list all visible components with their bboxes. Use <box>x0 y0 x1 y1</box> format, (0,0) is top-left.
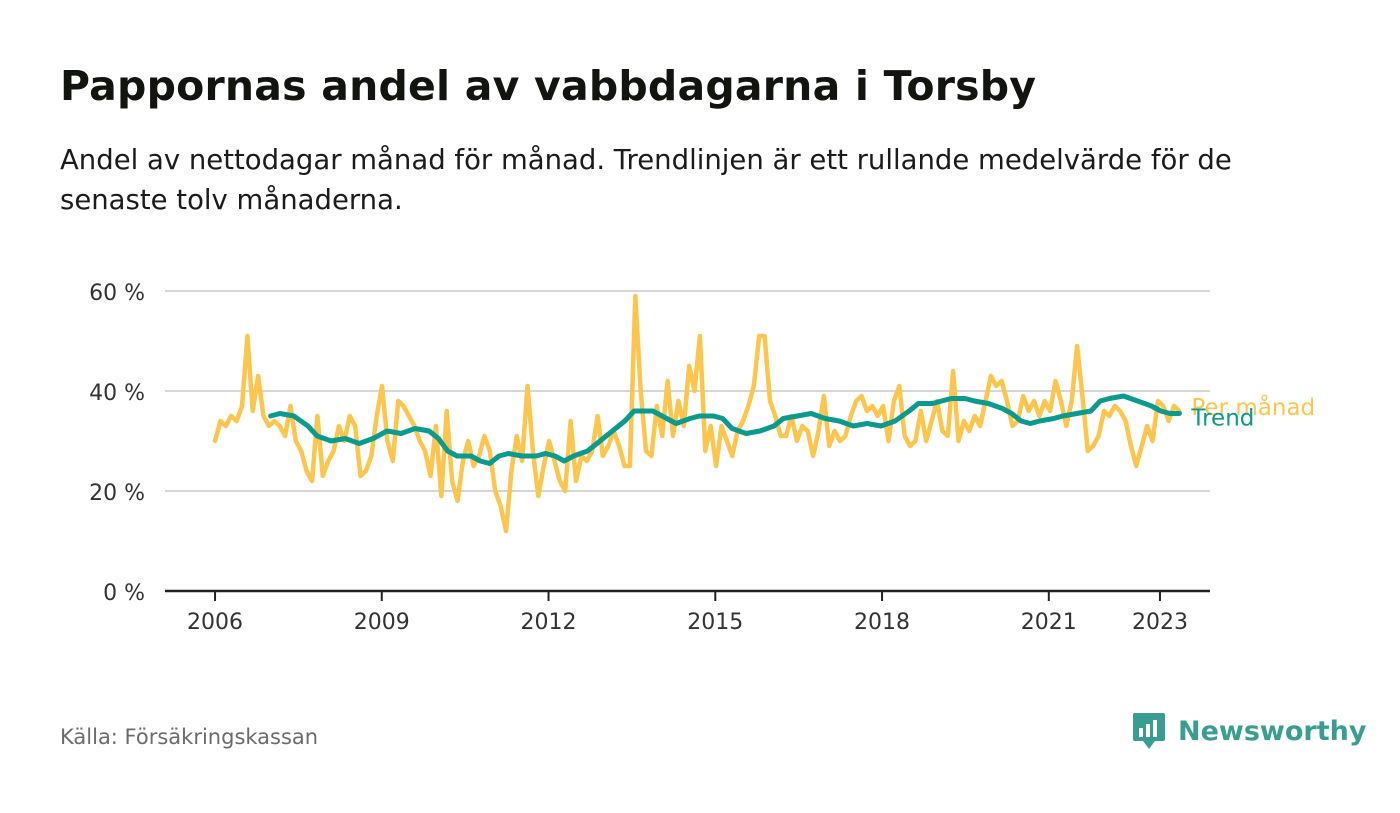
x-tick-label: 2015 <box>687 610 743 635</box>
chart-title: Pappornas andel av vabbdagarna i Torsby <box>60 62 1037 110</box>
x-tick-label: 2006 <box>187 610 243 635</box>
x-tick-label: 2012 <box>521 610 577 635</box>
series-line-trend <box>268 393 1182 466</box>
series-layer <box>212 293 1182 534</box>
y-tick-label: 40 % <box>89 381 145 406</box>
y-tick-label: 0 % <box>103 581 145 606</box>
x-tick-label: 2018 <box>854 610 910 635</box>
series-line-per-manad <box>212 293 1182 534</box>
x-tick-label: 2021 <box>1021 610 1077 635</box>
newsworthy-logo-icon <box>1133 713 1165 749</box>
series-label-per-manad: Per månad <box>1191 393 1315 421</box>
brand-logo[interactable]: Newsworthy <box>1132 711 1366 751</box>
y-tick-label: 20 % <box>89 481 145 506</box>
x-tick-label: 2023 <box>1132 610 1188 635</box>
series-label-trend: Trend <box>1190 406 1254 432</box>
axes: 0 % 20 % 40 % 60 % 2006 2009 2012 2015 2018 2021 2… <box>89 281 1210 635</box>
chart-subtitle: Andel av nettodagar månad för månad. Tre… <box>60 144 1232 216</box>
y-tick-label: 60 % <box>89 281 145 306</box>
source-note: Källa: Försäkringskassan <box>60 725 319 749</box>
x-tick-label: 2009 <box>354 610 410 635</box>
brand-name: Newsworthy <box>1178 715 1367 747</box>
